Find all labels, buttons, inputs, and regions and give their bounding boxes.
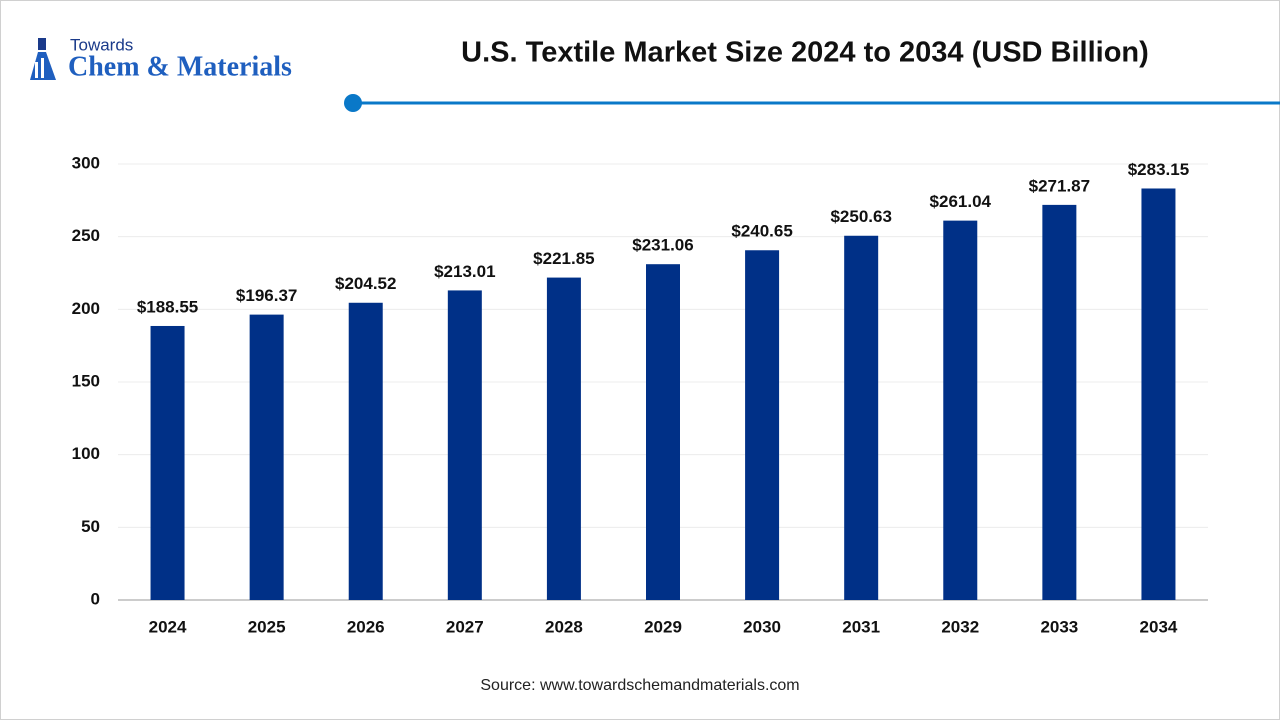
x-tick-label: 2034 — [1140, 617, 1178, 636]
bar — [447, 290, 482, 600]
value-label: $250.63 — [830, 207, 891, 226]
x-tick-label: 2030 — [743, 617, 781, 636]
logo-icon — [38, 38, 46, 50]
y-tick-label: 250 — [72, 226, 100, 245]
bar — [249, 314, 284, 600]
logo: Towards Chem & Materials — [30, 35, 292, 82]
bar — [844, 235, 879, 600]
x-tick-label: 2026 — [347, 617, 385, 636]
bar — [1042, 204, 1077, 600]
x-tick-label: 2025 — [248, 617, 286, 636]
value-label: $283.15 — [1128, 160, 1189, 179]
x-tick-label: 2029 — [644, 617, 682, 636]
bar — [943, 220, 978, 600]
bar — [546, 277, 581, 600]
x-tick-label: 2027 — [446, 617, 484, 636]
logo-large: Chem & Materials — [68, 51, 292, 82]
logo-small: Towards — [70, 35, 133, 54]
value-label: $213.01 — [434, 262, 495, 281]
y-tick-label: 50 — [81, 517, 100, 536]
bar — [745, 250, 780, 600]
bar — [348, 302, 383, 600]
value-label: $204.52 — [335, 274, 396, 293]
y-tick-label: 100 — [72, 444, 100, 463]
logo-icon — [35, 62, 38, 78]
bar — [1141, 188, 1176, 601]
y-tick-label: 150 — [72, 371, 100, 390]
value-label: $188.55 — [137, 297, 198, 316]
bar — [150, 325, 185, 600]
y-tick-label: 300 — [72, 153, 100, 172]
value-label: $231.06 — [632, 236, 693, 255]
y-tick-label: 200 — [72, 299, 100, 318]
value-label: $240.65 — [731, 222, 792, 241]
x-tick-label: 2028 — [545, 617, 583, 636]
value-label: $221.85 — [533, 249, 594, 268]
value-label: $196.37 — [236, 286, 297, 305]
chart-title: U.S. Textile Market Size 2024 to 2034 (U… — [461, 37, 1149, 69]
x-tick-label: 2031 — [842, 617, 880, 636]
x-tick-label: 2024 — [149, 617, 187, 636]
logo-icon — [41, 58, 44, 78]
x-tick-label: 2032 — [941, 617, 979, 636]
source: Source: www.towardschemandmaterials.com — [480, 677, 799, 694]
bar — [646, 264, 680, 600]
title-rule-dot — [344, 94, 362, 112]
x-tick-label: 2033 — [1040, 617, 1078, 636]
y-tick-label: 0 — [91, 589, 100, 608]
value-label: $261.04 — [930, 192, 992, 211]
value-label: $271.87 — [1029, 176, 1090, 195]
